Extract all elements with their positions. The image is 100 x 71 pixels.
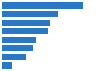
Bar — [2, 11, 58, 17]
Bar — [2, 54, 26, 60]
Bar — [2, 45, 32, 51]
Bar — [2, 37, 36, 43]
Bar — [2, 62, 12, 69]
Bar — [2, 2, 83, 9]
Bar — [2, 28, 48, 34]
Bar — [2, 20, 50, 26]
